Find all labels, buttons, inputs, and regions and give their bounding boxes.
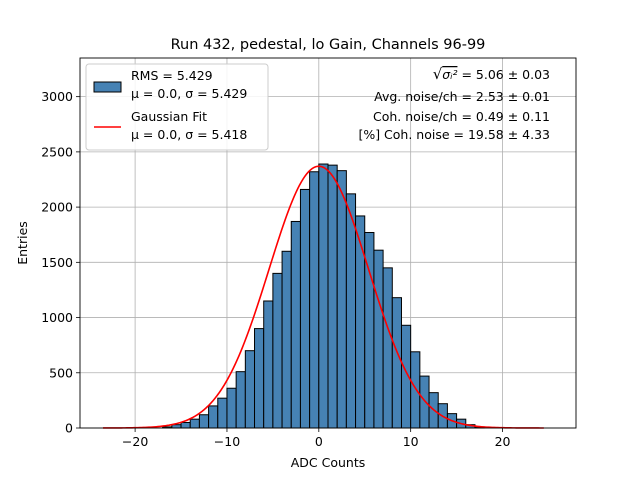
histogram-bar <box>226 387 237 429</box>
histogram-bar <box>263 300 274 429</box>
histogram-bar <box>208 405 219 429</box>
legend-histogram-swatch <box>93 81 122 93</box>
histogram-bar <box>419 375 430 429</box>
y-tick-label: 2000 <box>41 200 73 215</box>
y-tick-label: 2500 <box>41 144 73 159</box>
gaussian-fit-curve <box>102 165 544 429</box>
sqrt-symbol: √ <box>433 65 443 83</box>
histogram-bar <box>290 220 301 429</box>
legend-fit-label: Gaussian Fit <box>131 109 207 124</box>
x-tick-label: 20 <box>495 434 511 449</box>
histogram-bar <box>198 414 210 429</box>
histogram-bar <box>299 188 311 429</box>
y-tick-label: 500 <box>49 365 73 380</box>
y-tick-label: 1000 <box>41 310 73 325</box>
histogram-bar <box>391 297 402 429</box>
annotation-coh-noise: Coh. noise/ch = 0.49 ± 0.11 <box>373 109 550 124</box>
histogram-bar <box>355 215 366 429</box>
annotation-sqrt-sigma: √σᵢ² = 5.06 ± 0.03 <box>433 65 550 83</box>
annotation-avg-noise: Avg. noise/ch = 2.53 ± 0.01 <box>374 89 550 104</box>
histogram-bar <box>254 328 265 429</box>
histogram-bar <box>272 272 283 429</box>
y-tick-label: 1500 <box>41 255 73 270</box>
y-tick-label: 0 <box>65 421 73 436</box>
histogram-bar <box>373 249 384 429</box>
y-tick-label: 3000 <box>41 89 73 104</box>
histogram-bar <box>336 170 347 429</box>
histogram-bar <box>382 267 393 429</box>
histogram-bar <box>309 171 320 429</box>
histogram-bar <box>180 421 191 429</box>
legend-box <box>85 63 269 151</box>
histogram-bar <box>235 371 246 429</box>
x-tick-label: −20 <box>122 434 148 449</box>
legend-histogram-stats: μ = 0.0, σ = 5.429 <box>131 86 247 101</box>
legend: RMS = 5.429 μ = 0.0, σ = 5.429 Gaussian … <box>85 63 269 151</box>
histogram-bars <box>162 163 485 429</box>
x-axis-ticks: −20 −10 0 10 20 <box>122 428 511 449</box>
histogram-bar <box>244 350 256 429</box>
histogram-bar <box>217 397 228 429</box>
annotation-coh-noise-percent: [%] Coh. noise = 19.58 ± 4.33 <box>358 127 550 142</box>
legend-fit-stats: μ = 0.0, σ = 5.418 <box>131 127 247 142</box>
histogram-bar <box>189 418 200 429</box>
y-axis-label: Entries <box>15 221 30 265</box>
noise-annotations: √σᵢ² = 5.06 ± 0.03 Avg. noise/ch = 2.53 ±… <box>358 65 550 142</box>
histogram-bar <box>345 193 357 429</box>
histogram-bar <box>327 164 338 429</box>
sigma-symbol: σᵢ² <box>442 67 457 82</box>
histogram-bar <box>281 250 292 429</box>
histogram-bar <box>318 163 329 429</box>
plot-frame <box>79 57 577 429</box>
x-tick-label: 10 <box>403 434 419 449</box>
y-axis-ticks: 0 500 1000 1500 2000 2500 3000 <box>41 89 80 436</box>
x-axis-label: ADC Counts <box>291 455 366 470</box>
x-tick-label: 0 <box>315 434 323 449</box>
histogram-bar <box>410 351 421 429</box>
x-tick-label: −10 <box>214 434 240 449</box>
legend-histogram-label: RMS = 5.429 <box>131 68 213 83</box>
chart-title: Run 432, pedestal, lo Gain, Channels 96-… <box>171 37 486 53</box>
annotation-sqrt-sigma-value: = 5.06 ± 0.03 <box>461 67 550 82</box>
